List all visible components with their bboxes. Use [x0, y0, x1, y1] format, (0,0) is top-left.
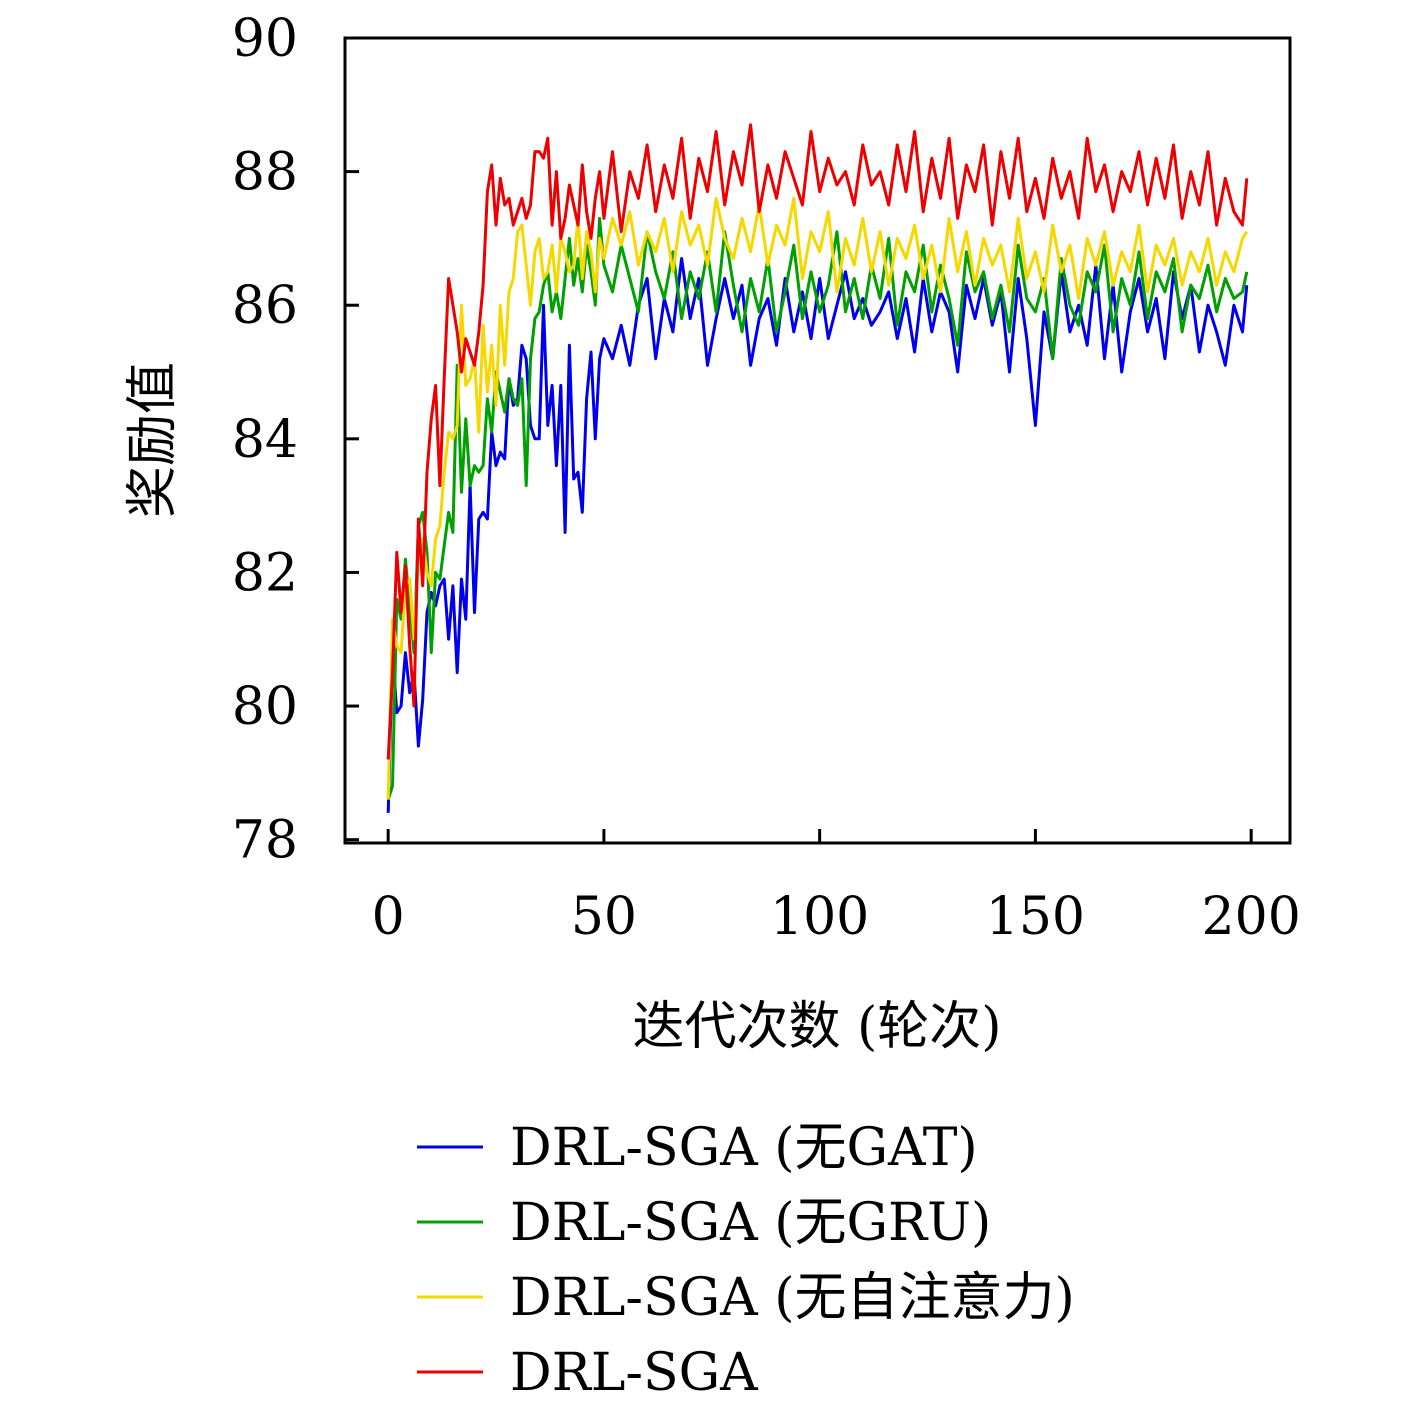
y-tick-label: 78 — [232, 811, 298, 871]
axis-layer: 0 50 100 150 200 78 80 82 84 86 88 90 — [232, 9, 1301, 947]
x-axis-title: 迭代次数 (轮次) — [632, 997, 1001, 1057]
y-tick-label: 88 — [232, 143, 298, 203]
x-tick-label: 50 — [571, 887, 637, 947]
x-tick-label: 150 — [986, 887, 1085, 947]
x-tick-label: 100 — [770, 887, 869, 947]
x-tick-label: 0 — [372, 887, 405, 947]
legend: DRL-SGA (无GAT) DRL-SGA (无GRU) DRL-SGA (无自注… — [417, 1118, 1075, 1403]
x-tick-label: 200 — [1202, 887, 1301, 947]
y-tick-label: 80 — [232, 677, 298, 737]
y-tick-label: 90 — [232, 9, 298, 69]
y-axis-title: 奖励值 — [123, 362, 183, 518]
legend-label-1: DRL-SGA (无GRU) — [510, 1193, 991, 1253]
y-tick-label: 84 — [232, 410, 298, 470]
series-line-3 — [386, 123, 1249, 760]
legend-label-2: DRL-SGA (无自注意力) — [510, 1268, 1075, 1328]
y-tick-label: 82 — [232, 543, 298, 603]
series-layer — [386, 123, 1249, 813]
legend-label-0: DRL-SGA (无GAT) — [510, 1118, 978, 1178]
series-line-0 — [386, 257, 1249, 813]
y-tick-label: 86 — [232, 276, 298, 336]
series-line-2 — [386, 196, 1249, 800]
plot-frame — [343, 36, 1292, 845]
series-line-1 — [386, 216, 1249, 801]
legend-label-3: DRL-SGA — [510, 1343, 759, 1403]
